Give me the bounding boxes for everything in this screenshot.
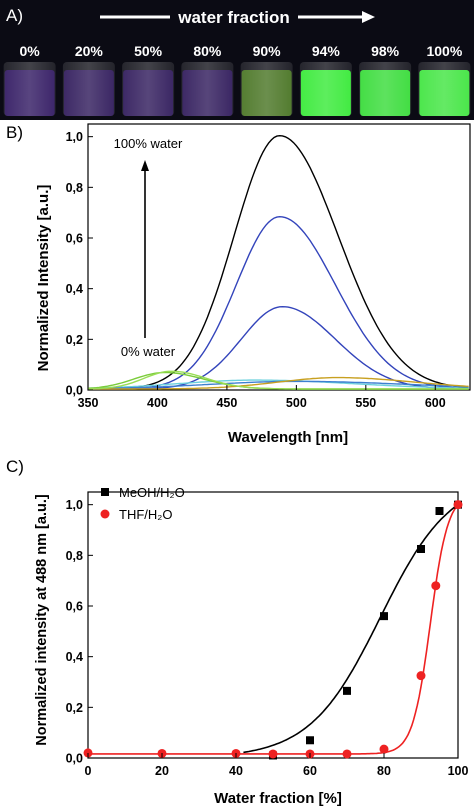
vial-label: 0% [20,43,41,59]
data-point-thf [453,500,463,510]
spectrum-curve-0 [87,134,469,390]
legend-marker-meoh [101,488,109,496]
c-x-tick-label: 0 [85,764,92,778]
panel-a-label: A) [6,6,23,25]
emission-spectra-chart: B) 350 400 450 500 550 6000,00,20,40,60,81,0 … [6,123,471,446]
panel-b-label: B) [6,123,23,142]
c-x-tick-label: 60 [303,764,317,778]
b-x-axis-label: Wavelength [nm] [228,429,348,446]
annotation-0-water: 0% water [121,344,176,359]
c-x-tick-label: 40 [229,764,243,778]
vial-label: 80% [193,43,222,59]
vial-label: 50% [134,43,163,59]
b-x-tick-label: 450 [216,396,237,410]
b-x-tick-label: 400 [147,396,168,410]
data-point-thf [379,744,389,754]
legend-marker-thf [100,509,110,519]
data-point-meoh [417,545,425,553]
c-legend: MeOH/H₂O THF/H₂O [100,485,185,522]
b-x-tick-label: 600 [425,396,446,410]
data-point-thf [431,581,441,591]
vial-label: 98% [371,43,400,59]
c-y-tick-label: 0,2 [66,701,83,715]
fit-curve-0 [243,504,459,754]
c-y-axis-label: Normalized intensity at 488 nm [a.u.] [34,494,50,746]
vial-3: 80% [181,43,234,116]
vial-7: 100% [418,43,471,116]
c-plot-frame [87,491,459,759]
b-y-tick-label: 0,4 [66,282,83,296]
vial-6: 98% [359,43,412,116]
c-x-axis-label: Water fraction [%] [214,790,342,807]
vial-label: 90% [253,43,282,59]
spectrum-curve-7 [88,370,469,390]
data-point-meoh [343,686,351,695]
c-x-tick-label: 80 [377,764,391,778]
c-y-tick-label: 1,0 [66,498,83,512]
legend-label-meoh: MeOH/H₂O [119,485,185,500]
data-point-meoh [435,507,444,515]
b-x-tick-label: 500 [286,396,307,410]
fit-curve-1 [88,504,459,755]
b-y-tick-label: 0,2 [66,333,83,347]
water-fraction-arrowhead [362,11,375,23]
vials-photo: 0% 20% 50% 80% 90% 94% 98% 100% A) water fracti… [0,0,474,120]
data-point-meoh [380,612,388,621]
vials-group: 0% 20% 50% 80% 90% 94% 98% 100% [3,43,471,116]
data-point-thf [83,748,93,758]
vial-0: 0% [3,43,56,116]
b-y-tick-label: 0,6 [66,232,83,246]
vial-1: 20% [62,43,115,116]
vial-5: 94% [299,43,352,116]
c-y-tick-label: 0,0 [66,752,83,766]
vial-2: 50% [122,43,175,116]
c-x-tick-label: 20 [155,764,169,778]
b-y-tick-label: 1,0 [66,130,83,144]
spectrum-curve-3 [87,379,469,389]
intensity-vs-water-chart: C) 0 20 40 60 80 100 0,0 0,2 0,4 0,6 0,8 1,0 MeOH/H… [6,457,469,807]
spectrum-curve-6 [88,376,469,390]
panel-c-label: C) [6,457,24,476]
b-x-tick-label: 550 [355,396,376,410]
vial-4: 90% [240,43,293,116]
data-point-thf [268,749,278,759]
data-point-thf [342,749,352,759]
c-y-tick-label: 0,4 [66,650,83,664]
data-point-meoh [306,736,314,745]
data-point-thf [416,671,426,681]
b-y-tick-label: 0,0 [66,384,83,398]
annotation-100-water: 100% water [114,136,183,151]
vial-label: 20% [75,43,104,59]
c-y-tick-label: 0,6 [66,600,83,614]
legend-label-thf: THF/H₂O [119,507,172,522]
b-y-axis-label: Normalized Intensity [a.u.] [35,185,52,372]
b-x-tick-label: 350 [78,396,99,410]
b-y-tick-label: 0,8 [66,181,83,195]
water-increase-arrowhead [141,160,149,171]
vial-label: 100% [426,43,462,59]
c-y-tick-label: 0,8 [66,549,83,563]
c-x-tick-label: 100 [448,764,469,778]
b-plot-frame [87,123,471,391]
water-fraction-title: water fraction [177,8,289,27]
vial-label: 94% [312,43,341,59]
